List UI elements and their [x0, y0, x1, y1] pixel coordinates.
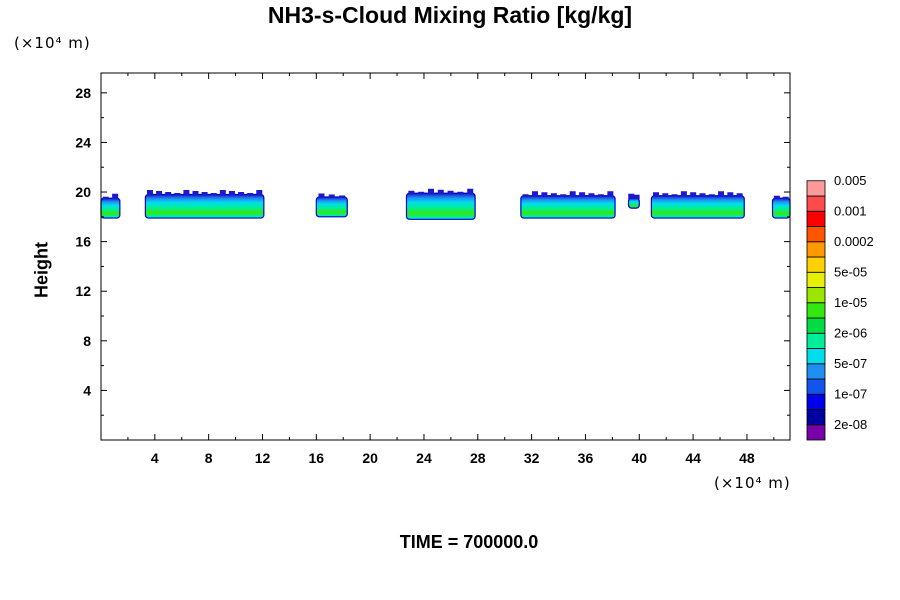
cloud-band-5 [520, 191, 616, 219]
colorbar-swatch [806, 363, 826, 380]
x-tick-label: 32 [524, 450, 540, 466]
colorbar-swatch [806, 287, 826, 304]
cloud-band-7 [650, 191, 745, 219]
x-tick-label: 28 [470, 450, 486, 466]
x-tick: 12 [255, 73, 271, 466]
x-tick: 16 [309, 73, 325, 466]
colorbar-label: 1e-07 [834, 386, 867, 401]
x-tick: 24 [416, 73, 432, 466]
colorbar-swatch [806, 180, 826, 197]
x-tick: 20 [362, 73, 378, 466]
x-tick-label: 44 [685, 450, 701, 466]
colorbar-swatch [806, 348, 826, 365]
x-tick-label: 36 [578, 450, 594, 466]
colorbar-swatch [806, 241, 826, 258]
colorbar-swatch [806, 302, 826, 319]
x-tick-label: 16 [309, 450, 325, 466]
x-tick: 44 [685, 73, 701, 466]
colorbar-swatch [806, 256, 826, 273]
colorbar-swatch [806, 226, 826, 243]
x-tick: 8 [205, 73, 213, 466]
colorbar-label: 1e-05 [834, 295, 867, 310]
y-tick-label: 16 [75, 234, 91, 250]
colorbar-label: 5e-05 [834, 264, 867, 279]
y-tick: 12 [75, 283, 790, 299]
y-tick: 8 [83, 333, 790, 349]
colorbar-label: 2e-08 [834, 417, 867, 432]
chart-title: NH3-s-Cloud Mixing Ratio [kg/kg] [267, 2, 633, 28]
colorbar-swatch [806, 424, 826, 441]
y-tick: 20 [75, 184, 790, 200]
cloud-band-3 [315, 193, 348, 218]
plot-frame [100, 72, 791, 441]
y-tick: 16 [75, 234, 790, 250]
y-axis-unit-text: (×10⁴ m) [14, 34, 91, 52]
x-tick-label: 4 [151, 450, 159, 466]
colorbar-swatch [806, 271, 826, 288]
y-axis-unit: (×10⁴ m) [14, 34, 91, 52]
cloud-band-4 [405, 188, 476, 220]
colorbar-swatch [806, 210, 826, 227]
x-tick: 48 [739, 73, 755, 466]
colorbar-swatch [806, 409, 826, 426]
x-tick: 36 [578, 73, 594, 466]
colorbar-label: 0.005 [834, 173, 867, 188]
cloud-band-6 [627, 193, 640, 209]
colorbar-swatch [806, 393, 826, 410]
y-tick: 24 [75, 134, 790, 150]
time-label: TIME = 700000.0 [399, 532, 539, 552]
colorbar-swatch [806, 332, 826, 349]
x-axis-unit: (×10⁴ m) [714, 474, 791, 492]
x-tick-label: 8 [205, 450, 213, 466]
x-axis-unit-text: (×10⁴ m) [714, 474, 791, 492]
colorbar: 2e-08 1e-07 5e-07 2e-06 1e-05 5e-05 0.0002 0.00… [806, 173, 874, 441]
x-tick-label: 24 [416, 450, 432, 466]
x-tick: 4 [151, 73, 159, 466]
x-tick-label: 40 [631, 450, 647, 466]
cloud-band-1 [100, 193, 121, 219]
colorbar-swatch [806, 195, 826, 212]
y-tick-label: 4 [83, 382, 91, 398]
y-tick-label: 28 [75, 85, 91, 101]
y-tick: 28 [75, 85, 790, 101]
x-tick-label: 48 [739, 450, 755, 466]
x-tick-label: 20 [362, 450, 378, 466]
colorbar-label: 2e-06 [834, 325, 867, 340]
cloud-band-2 [144, 190, 265, 219]
y-tick-label: 12 [75, 283, 91, 299]
x-tick-label: 12 [255, 450, 271, 466]
cloud-band-8 [771, 195, 791, 219]
x-tick: 32 [524, 73, 540, 466]
colorbar-swatch [806, 317, 826, 334]
y-tick-label: 20 [75, 184, 91, 200]
x-tick: 28 [470, 73, 486, 466]
y-tick: 4 [83, 382, 790, 398]
colorbar-label: 0.0002 [834, 234, 874, 249]
x-tick: 40 [631, 73, 647, 466]
colorbar-label: 0.001 [834, 203, 867, 218]
colorbar-label: 5e-07 [834, 356, 867, 371]
colorbar-swatch [806, 378, 826, 395]
y-tick-label: 24 [75, 134, 91, 150]
y-tick-label: 8 [83, 333, 91, 349]
